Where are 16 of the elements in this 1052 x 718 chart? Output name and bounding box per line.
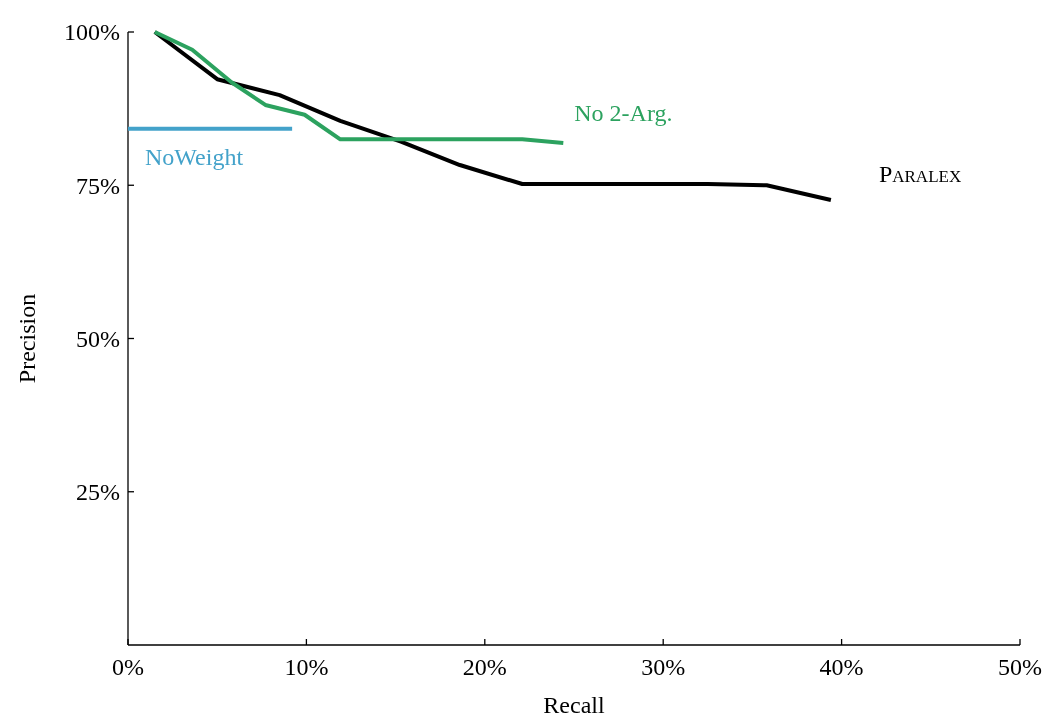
y-tick-label: 100% bbox=[64, 19, 120, 46]
x-tick-label: 50% bbox=[998, 654, 1042, 680]
series-label: No 2-Arg. bbox=[574, 99, 673, 126]
y-axis-title: Precision bbox=[14, 293, 40, 384]
x-tick-label: 30% bbox=[641, 654, 686, 680]
text: Paralex bbox=[878, 160, 962, 187]
line-series bbox=[152, 30, 566, 145]
x-tick-label: 40% bbox=[819, 654, 864, 680]
series-label: NoWeight bbox=[145, 143, 244, 170]
x-tick-label: 10% bbox=[284, 654, 329, 680]
x-tick-label: 0% bbox=[112, 654, 144, 680]
y-tick-label: 25% bbox=[76, 479, 120, 506]
y-tick-label: 75% bbox=[76, 172, 120, 199]
x-tick-label: 20% bbox=[462, 654, 507, 680]
y-tick-label: 50% bbox=[76, 325, 120, 352]
x-axis-title: Recall bbox=[543, 692, 605, 718]
